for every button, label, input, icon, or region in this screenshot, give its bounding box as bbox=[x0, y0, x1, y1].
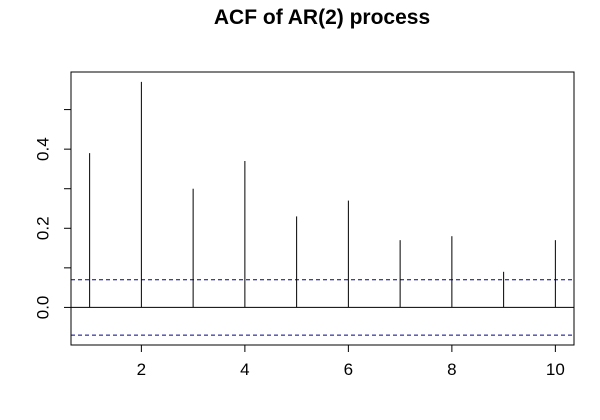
y-axis: 0.0 0.2 0.4 bbox=[34, 109, 72, 320]
y-tick-label: 0.2 bbox=[34, 216, 53, 240]
x-tick-label: 8 bbox=[447, 360, 456, 379]
y-tick-label: 0.0 bbox=[34, 296, 53, 320]
y-tick-label: 0.4 bbox=[34, 137, 53, 161]
acf-spikes bbox=[89, 81, 556, 308]
chart-title: ACF of AR(2) process bbox=[214, 6, 430, 29]
x-axis: 2 4 6 8 10 bbox=[137, 344, 565, 379]
x-tick-label: 4 bbox=[240, 360, 249, 379]
x-tick-label: 2 bbox=[137, 360, 146, 379]
x-tick-label: 6 bbox=[344, 360, 353, 379]
plot-frame bbox=[70, 71, 575, 346]
x-tick-label: 10 bbox=[546, 360, 565, 379]
